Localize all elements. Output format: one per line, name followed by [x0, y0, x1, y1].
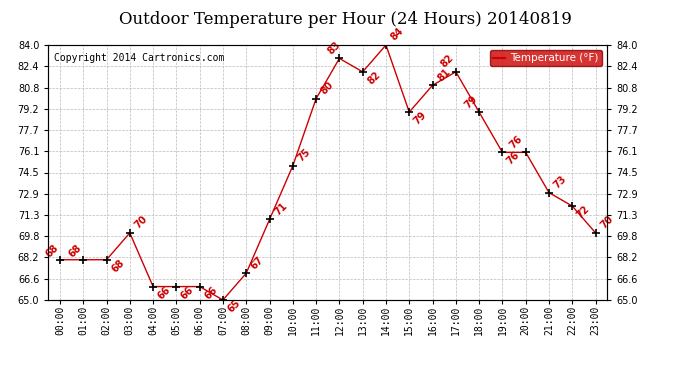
Text: Outdoor Temperature per Hour (24 Hours) 20140819: Outdoor Temperature per Hour (24 Hours) … [119, 11, 571, 28]
Text: 73: 73 [552, 174, 569, 190]
Text: 82: 82 [366, 70, 382, 86]
Text: Copyright 2014 Cartronics.com: Copyright 2014 Cartronics.com [54, 53, 224, 63]
Text: 66: 66 [156, 285, 172, 301]
Text: 68: 68 [66, 242, 83, 259]
Text: 70: 70 [598, 214, 615, 231]
Text: 67: 67 [249, 254, 266, 271]
Text: 70: 70 [132, 214, 149, 231]
Text: 84: 84 [388, 26, 406, 43]
Text: 82: 82 [439, 53, 456, 70]
Text: 66: 66 [179, 285, 196, 301]
Text: 81: 81 [435, 66, 452, 83]
Text: 66: 66 [202, 285, 219, 301]
Text: 79: 79 [462, 93, 479, 110]
Text: 83: 83 [326, 39, 342, 56]
Text: 71: 71 [273, 201, 289, 217]
Legend: Temperature (°F): Temperature (°F) [490, 50, 602, 66]
Text: 76: 76 [505, 150, 522, 167]
Text: 68: 68 [43, 242, 60, 259]
Text: 80: 80 [319, 80, 335, 96]
Text: 72: 72 [575, 204, 591, 220]
Text: 65: 65 [226, 298, 242, 315]
Text: 79: 79 [412, 110, 428, 127]
Text: 75: 75 [295, 147, 312, 164]
Text: 68: 68 [109, 258, 126, 274]
Text: 76: 76 [508, 134, 524, 150]
